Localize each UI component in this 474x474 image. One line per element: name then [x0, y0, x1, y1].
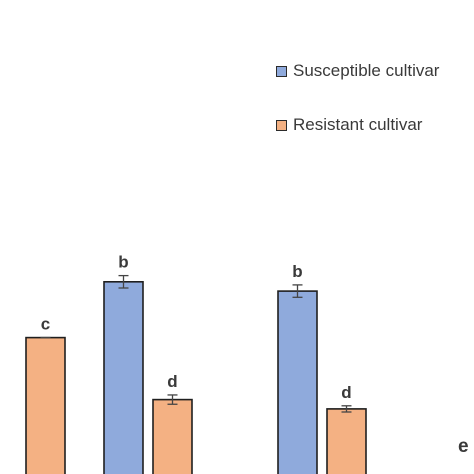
- significance-letter: b: [118, 253, 128, 272]
- bar: [326, 408, 367, 474]
- legend-label-resistant: Resistant cultivar: [293, 115, 423, 134]
- bar: [277, 290, 318, 474]
- legend-swatch-susceptible: [276, 65, 287, 77]
- significance-letter: d: [341, 383, 351, 402]
- legend-label-susceptible: Susceptible cultivar: [293, 61, 440, 80]
- significance-letter: c: [41, 315, 50, 334]
- significance-letter: d: [167, 372, 177, 391]
- bar: [103, 280, 144, 474]
- significance-letter: b: [292, 262, 302, 281]
- partial-significance-letter: e: [458, 436, 469, 457]
- legend: Susceptible cultivar Resistant cultivar: [276, 60, 439, 168]
- legend-item-resistant: Resistant cultivar: [276, 114, 439, 136]
- legend-item-susceptible: Susceptible cultivar: [276, 60, 439, 82]
- bar: [152, 398, 193, 474]
- legend-swatch-resistant: [276, 119, 287, 131]
- bar: [25, 336, 66, 474]
